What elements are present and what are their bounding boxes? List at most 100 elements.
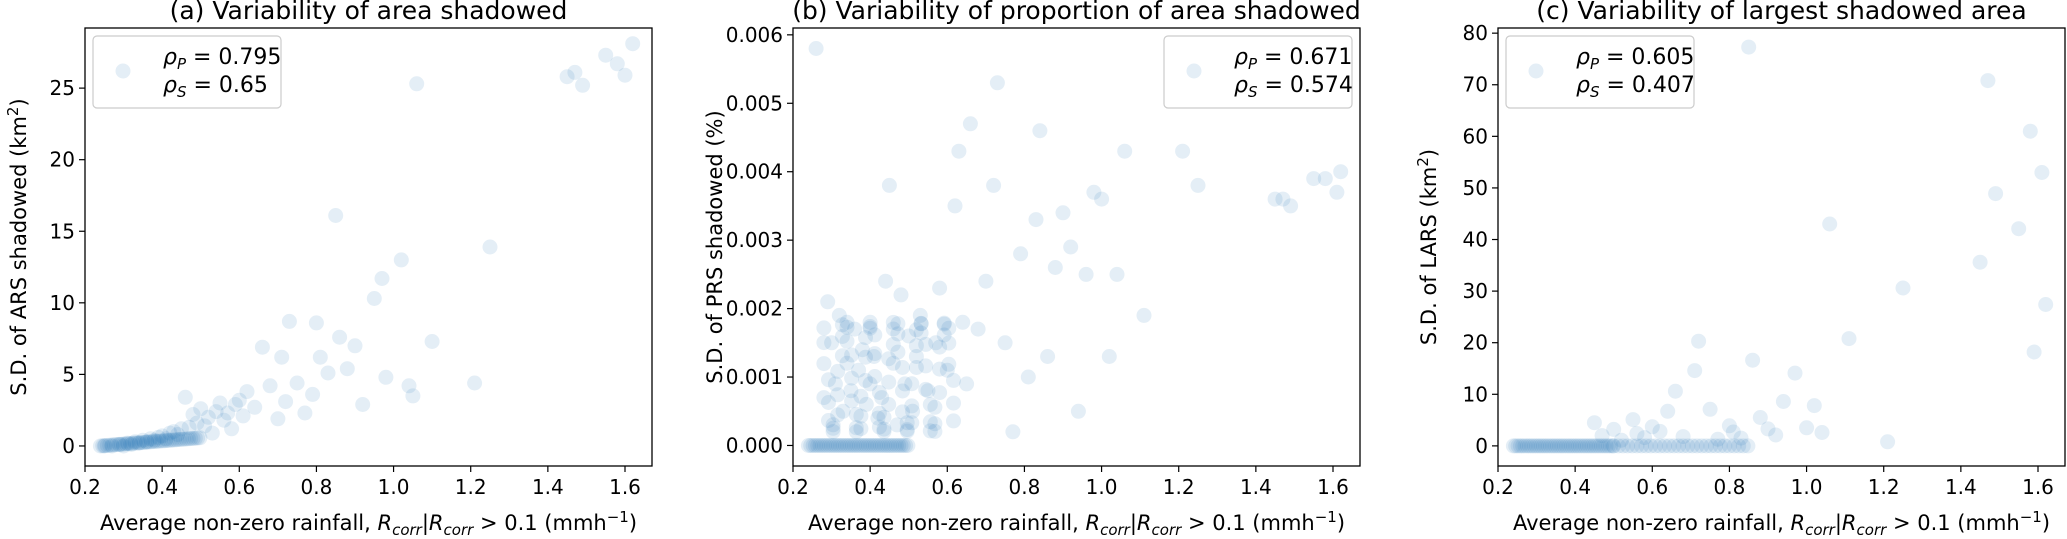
- data-point: [166, 424, 182, 440]
- data-point: [1880, 434, 1896, 450]
- data-point: [401, 378, 417, 394]
- data-point: [1752, 410, 1768, 425]
- data-point: [136, 434, 152, 450]
- data-point: [1109, 266, 1125, 282]
- data-point: [148, 433, 164, 449]
- data-point: [1561, 438, 1577, 454]
- data-point: [997, 335, 1013, 351]
- data-point: [160, 433, 175, 448]
- data-point: [888, 438, 904, 453]
- data-point: [1533, 438, 1549, 454]
- data-point: [123, 437, 139, 452]
- data-point: [192, 430, 208, 446]
- data-point: [870, 438, 886, 453]
- data-point: [825, 417, 841, 433]
- y-tick-label: 50: [1463, 176, 1488, 200]
- data-points-dense: [800, 314, 961, 453]
- x-tick-label: 0.8: [1009, 475, 1041, 499]
- data-point: [1895, 280, 1911, 296]
- data-point: [1055, 205, 1071, 221]
- data-point: [885, 321, 901, 337]
- data-point: [939, 362, 955, 378]
- data-point: [899, 423, 915, 439]
- plot-frame: [1497, 27, 2066, 467]
- data-point: [851, 362, 867, 378]
- data-point: [254, 339, 270, 355]
- data-point: [844, 438, 860, 453]
- data-point: [941, 320, 957, 336]
- data-point: [1306, 171, 1322, 187]
- data-point: [355, 397, 371, 412]
- data-point: [162, 425, 178, 441]
- x-tick-label: 1.4: [1945, 475, 1977, 499]
- y-tick-label: 60: [1463, 124, 1488, 148]
- data-point: [858, 349, 873, 365]
- data-point: [834, 317, 850, 333]
- data-point: [885, 314, 901, 330]
- data-point: [862, 320, 878, 336]
- data-point: [167, 432, 182, 448]
- data-point: [116, 436, 132, 452]
- data-point: [904, 398, 920, 414]
- data-point: [164, 432, 180, 448]
- data-point: [824, 335, 840, 351]
- data-point: [332, 329, 348, 345]
- data-point: [393, 252, 409, 268]
- data-point: [831, 438, 846, 453]
- data-point: [1584, 438, 1600, 454]
- data-points: [808, 41, 1349, 440]
- data-point: [2034, 165, 2050, 180]
- data-point: [1634, 438, 1649, 454]
- data-point: [1684, 438, 1700, 454]
- data-point: [274, 349, 290, 365]
- data-point: [962, 116, 978, 132]
- data-point: [825, 420, 841, 436]
- data-point: [812, 438, 828, 453]
- data-point: [1556, 438, 1572, 454]
- data-point: [1040, 349, 1056, 364]
- data-point: [941, 335, 957, 351]
- data-point: [153, 433, 169, 449]
- data-point: [1563, 438, 1579, 454]
- x-tick-label: 0.2: [69, 475, 101, 499]
- data-point: [922, 414, 938, 430]
- data-point: [858, 438, 874, 453]
- data-point: [820, 294, 836, 310]
- data-point: [1606, 438, 1622, 454]
- data-point: [150, 429, 166, 445]
- chart-title: (c) Variability of largest shadowed area: [1536, 0, 2026, 25]
- data-point: [1117, 143, 1133, 159]
- data-point: [825, 424, 841, 440]
- data-point: [1566, 438, 1582, 454]
- data-point: [833, 438, 849, 453]
- data-point: [1549, 438, 1565, 454]
- data-point: [106, 437, 122, 453]
- data-point: [986, 177, 1002, 193]
- data-point: [212, 395, 228, 411]
- data-point: [877, 438, 893, 453]
- data-point: [1591, 438, 1607, 454]
- data-point: [854, 438, 870, 453]
- data-point: [170, 427, 186, 442]
- data-point: [838, 438, 853, 453]
- data-point: [347, 338, 363, 354]
- data-point: [828, 438, 844, 453]
- data-point: [97, 438, 113, 454]
- x-tick-label: 0.4: [1559, 475, 1591, 499]
- data-point: [946, 413, 961, 429]
- chart-title: (b) Variability of proportion of area sh…: [792, 0, 1361, 25]
- data-point: [834, 348, 850, 364]
- y-tick-label: 10: [1463, 382, 1488, 406]
- x-tick-label: 1.6: [1317, 475, 1349, 499]
- data-point: [831, 307, 847, 323]
- data-point: [890, 316, 906, 332]
- data-point: [839, 319, 855, 335]
- data-point: [143, 434, 159, 450]
- data-point: [424, 334, 440, 349]
- data-points-dense: [1505, 438, 1756, 454]
- data-point: [187, 430, 203, 446]
- data-point: [881, 438, 897, 453]
- data-point: [1703, 438, 1719, 454]
